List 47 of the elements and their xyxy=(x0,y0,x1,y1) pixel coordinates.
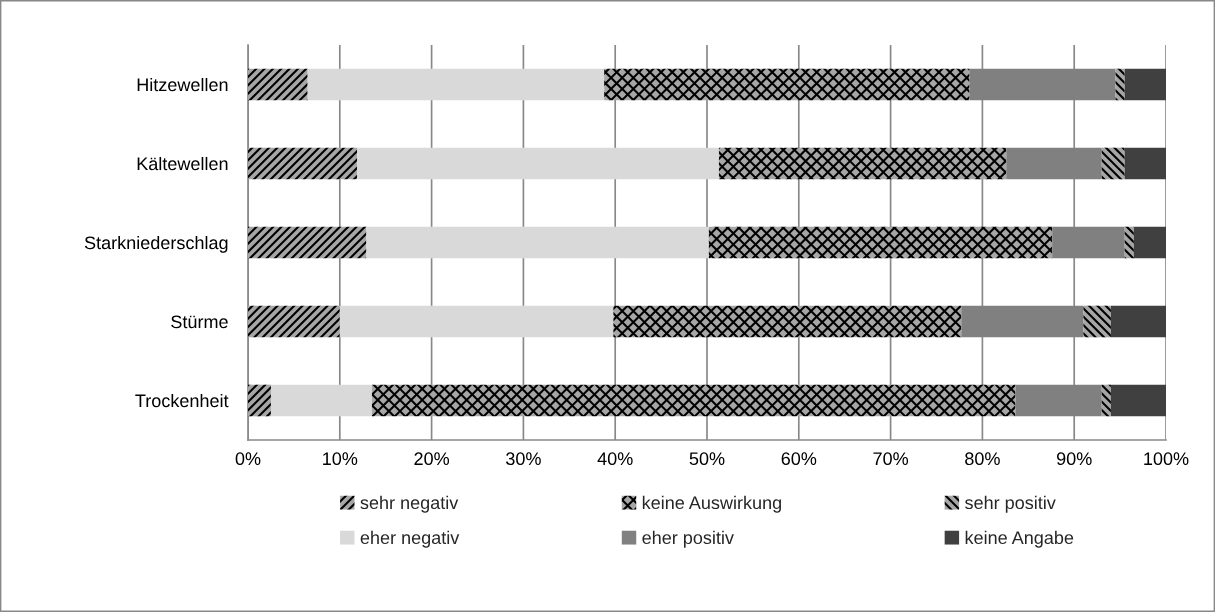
legend-label: sehr negativ xyxy=(360,495,459,513)
x-tick-label: 20% xyxy=(414,452,450,466)
bar xyxy=(248,147,358,180)
bar xyxy=(613,305,962,338)
bar xyxy=(1101,384,1111,417)
x-tick-label: 30% xyxy=(506,452,541,466)
bar xyxy=(1124,147,1166,180)
bar xyxy=(371,384,1016,417)
bar xyxy=(1133,226,1166,259)
y-tick-label: Kältewellen xyxy=(137,156,228,171)
bar xyxy=(248,68,308,101)
legend-label: keine Angabe xyxy=(965,530,1074,548)
x-tick-label: 90% xyxy=(1056,452,1092,466)
y-tick-label: Hitzewellen xyxy=(137,77,228,92)
y-tick-label: Starkniederschlag xyxy=(84,235,228,253)
bar xyxy=(366,226,709,259)
bar xyxy=(248,305,340,338)
bar xyxy=(1124,68,1166,101)
bar xyxy=(248,384,271,417)
bar xyxy=(1101,147,1125,180)
x-tick-label: 50% xyxy=(689,452,725,466)
bar xyxy=(357,147,719,180)
bar xyxy=(248,226,367,259)
x-tick-label: 40% xyxy=(597,452,633,466)
x-tick-label: 60% xyxy=(781,452,817,466)
x-tick-label: 10% xyxy=(323,452,358,466)
bar xyxy=(270,384,372,417)
bar xyxy=(1083,305,1111,338)
legend-label: eher negativ xyxy=(360,530,460,548)
bar xyxy=(718,147,1007,180)
bar xyxy=(1110,305,1166,338)
y-tick-label: Stürme xyxy=(171,315,228,329)
bar xyxy=(1110,384,1166,417)
bar xyxy=(708,226,1053,259)
bar xyxy=(604,68,970,101)
legend-label: eher positiv xyxy=(642,530,734,548)
y-tick-label: Trockenheit xyxy=(135,393,229,408)
bar xyxy=(1115,68,1125,101)
x-tick-label: 70% xyxy=(873,452,909,466)
legend-label: keine Auswirkung xyxy=(642,495,781,513)
x-tick-label: 80% xyxy=(965,452,1000,466)
x-tick-label: 0% xyxy=(235,452,261,466)
bar xyxy=(1124,226,1134,259)
x-tick-label: 100% xyxy=(1144,452,1189,466)
bar xyxy=(307,68,605,101)
bar xyxy=(339,305,614,338)
legend-label: sehr positiv xyxy=(965,495,1056,513)
